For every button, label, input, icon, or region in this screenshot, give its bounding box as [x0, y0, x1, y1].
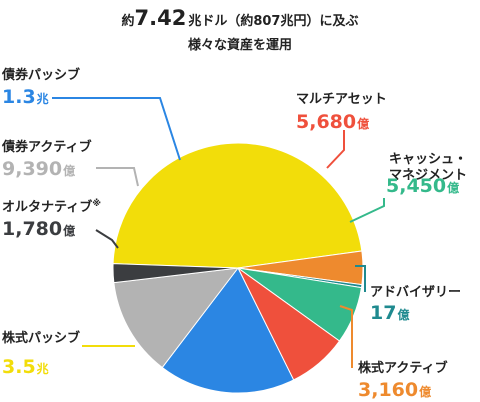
slice-name-multi-asset: マルチアセット	[296, 92, 387, 107]
slice-value-multi-asset: 5,680億	[296, 111, 369, 133]
pie-slice-alternatives	[112, 263, 239, 284]
leader-line-active-bond	[96, 167, 139, 187]
slice-value-active-bond: 9,390億	[2, 158, 75, 180]
slice-name-passive-equity: 株式パッシブ	[2, 330, 80, 346]
leader-line-alternatives	[95, 229, 119, 249]
slice-name-cash-management-1: キャッシュ・	[389, 152, 467, 167]
slice-value-alternatives: 1,780億	[2, 218, 75, 240]
slice-name-cash-management-2: マネジメント	[389, 168, 467, 183]
pie-slice-active-bond	[113, 267, 240, 369]
chart-title: 約7.42 兆ドル（約807兆円）に及ぶ 様々な資産を運用	[122, 6, 359, 53]
slice-value-active-equity: 3,160億	[358, 379, 431, 401]
slice-name-active-equity: 株式アクティブ	[358, 360, 448, 376]
slice-value-advisory: 17億	[370, 302, 409, 324]
pie-slice-passive-equity	[112, 142, 363, 269]
slice-value-passive-equity: 3.5兆	[2, 356, 49, 378]
leader-line-multi-asset	[326, 130, 345, 169]
leader-line-cash-management	[349, 198, 385, 223]
leader-line-passive-bond	[52, 97, 181, 161]
slice-value-passive-bond: 1.3兆	[2, 86, 49, 108]
pie-slice-passive-bond	[161, 267, 295, 394]
footnote-mark: ※	[92, 198, 101, 209]
slice-name-alternatives: オルタナティブ※	[2, 198, 101, 215]
slice-name-active-bond: 債券アクティブ	[1, 139, 92, 155]
pie-slices	[112, 142, 364, 394]
title-line2: 様々な資産を運用	[188, 37, 292, 53]
leader-line-advisory	[355, 265, 366, 292]
slice-value-cash-management: 5,450億	[386, 175, 459, 197]
leader-line-active-equity	[339, 305, 353, 368]
title-prefix: 約	[122, 13, 135, 29]
slice-name-advisory: アドバイザリー	[370, 285, 461, 300]
title-suffix: 兆ドル（約807兆円）に及ぶ	[188, 13, 358, 29]
slice-name-passive-bond: 債券パッシブ	[1, 67, 80, 83]
title-amount: 7.42	[135, 6, 187, 30]
leader-lines	[52, 97, 385, 368]
